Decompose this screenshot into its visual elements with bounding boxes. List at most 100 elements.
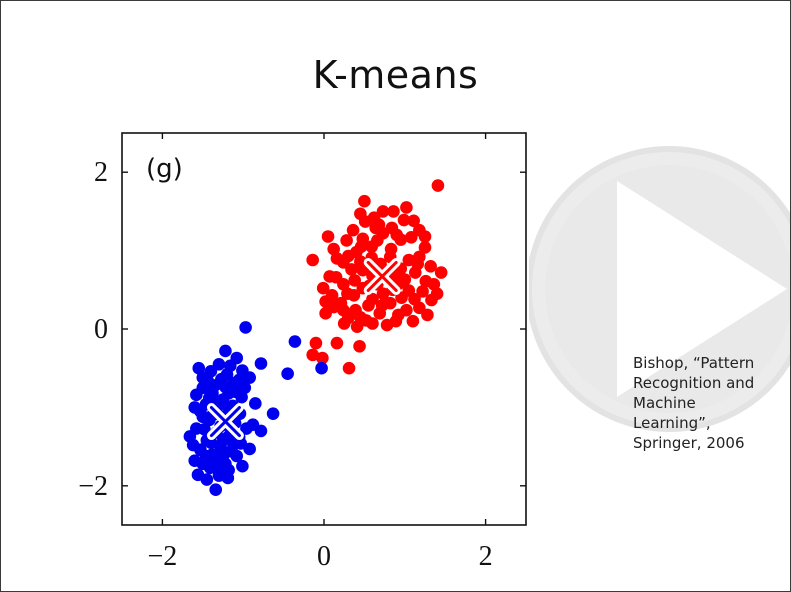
data-point [216, 434, 230, 447]
data-point [188, 401, 202, 414]
data-point [345, 263, 358, 276]
data-point [406, 314, 420, 328]
centroid-marker [206, 403, 244, 441]
data-point [243, 442, 256, 456]
data-point [200, 473, 214, 486]
data-point [416, 285, 429, 298]
data-point [342, 361, 356, 375]
data-point [222, 463, 235, 477]
data-point [413, 301, 426, 315]
data-point [387, 205, 400, 218]
data-point [204, 436, 218, 449]
data-point [407, 214, 420, 228]
data-point [216, 449, 230, 463]
data-point [212, 357, 226, 371]
data-point [288, 335, 302, 348]
citation-line: Machine [633, 394, 696, 412]
data-point [219, 344, 232, 358]
data-point [337, 303, 350, 317]
data-point [376, 287, 390, 301]
data-point [418, 241, 432, 254]
data-point [411, 257, 425, 271]
data-point [366, 317, 379, 330]
data-point [353, 339, 366, 353]
data-point [404, 230, 418, 244]
data-point [348, 274, 362, 287]
data-point [236, 459, 249, 473]
data-point [309, 336, 323, 350]
citation-line: Learning”, [633, 414, 711, 432]
data-point [266, 407, 280, 420]
data-point [354, 240, 368, 253]
play-icon[interactable] [529, 139, 791, 439]
citation-line: Bishop, “Pattern [633, 354, 755, 372]
data-point [316, 281, 330, 295]
data-point [254, 357, 268, 370]
play-triangle[interactable] [617, 181, 787, 397]
data-point [427, 278, 441, 291]
data-point [281, 367, 294, 380]
centroid-stroke [366, 260, 398, 292]
centroid-marker [363, 257, 401, 295]
data-point [346, 223, 360, 237]
data-point [329, 270, 343, 284]
data-point [380, 318, 394, 332]
data-point [371, 234, 384, 247]
citation-line: Recognition and [633, 374, 755, 392]
data-point [330, 336, 344, 350]
centroid-stroke [209, 406, 241, 438]
data-point [243, 371, 256, 384]
data-point [306, 253, 319, 267]
data-point [196, 371, 210, 384]
data-point [341, 249, 355, 263]
data-point [220, 368, 234, 381]
x-tick-label: 2 [479, 541, 493, 572]
data-point [390, 228, 404, 242]
data-point [249, 397, 262, 410]
data-point [398, 273, 412, 286]
data-point [397, 213, 411, 227]
data-point [208, 379, 222, 392]
data-point [431, 179, 445, 192]
y-tick-label: 2 [94, 157, 108, 188]
data-point [319, 295, 332, 308]
panel-label: (g) [146, 154, 183, 184]
data-point [327, 242, 340, 256]
data-point [425, 293, 438, 307]
data-point [316, 351, 329, 365]
data-point [232, 373, 246, 387]
data-point [354, 207, 367, 221]
data-point [392, 308, 405, 322]
data-point [227, 438, 240, 452]
data-point [228, 385, 242, 399]
data-point [239, 321, 252, 334]
plot-frame [121, 132, 527, 526]
y-tick-label: −2 [78, 471, 108, 502]
data-point [186, 438, 200, 452]
data-point [395, 291, 408, 304]
data-point [306, 348, 319, 362]
data-point [196, 381, 210, 395]
data-point [315, 361, 328, 375]
data-point [219, 380, 232, 394]
y-tick-label: 0 [94, 314, 108, 345]
data-point [358, 194, 371, 208]
slide-title: K-means [312, 53, 479, 97]
data-point [340, 234, 353, 247]
data-point [230, 449, 244, 463]
data-point [246, 418, 260, 431]
citation: Bishop, “Pattern Recognition and Machine… [633, 353, 783, 453]
data-point [418, 230, 432, 243]
data-point [341, 287, 354, 301]
citation-line: Springer, 2006 [633, 434, 745, 452]
data-point [192, 361, 206, 375]
x-tick-label: 0 [317, 541, 331, 572]
data-point [354, 310, 367, 324]
data-point [366, 292, 379, 306]
data-point [202, 391, 216, 405]
data-point [196, 457, 210, 471]
data-point [196, 410, 210, 424]
data-point [211, 462, 224, 475]
